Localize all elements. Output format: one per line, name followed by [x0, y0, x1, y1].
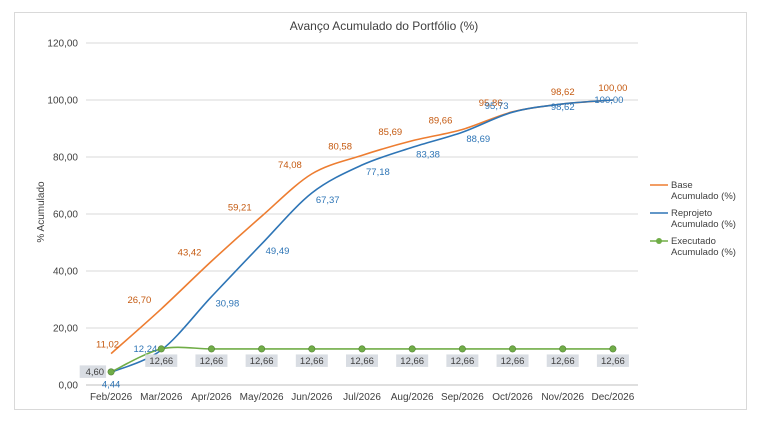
executado-marker: [609, 345, 617, 353]
reprojeto-series-line: [110, 99, 613, 374]
executado-marker: [408, 345, 416, 353]
executado-data-label: 4,60: [86, 367, 105, 378]
base-data-label: 74,08: [278, 160, 302, 171]
executado-data-label: 12,66: [450, 356, 474, 367]
x-tick-label: Sep/2026: [441, 392, 484, 403]
executado-label-background: [446, 354, 479, 367]
executado-marker: [458, 345, 466, 353]
x-tick-label: Nov/2026: [541, 392, 584, 403]
executado-marker: [358, 345, 366, 353]
base-data-label: 95,86: [479, 98, 503, 109]
x-tick-label: Dec/2026: [592, 392, 635, 403]
executado-marker: [308, 345, 316, 353]
executado-data-label: 12,66: [350, 356, 374, 367]
y-tick-label: 20,00: [53, 324, 78, 335]
base-data-label: 85,69: [378, 127, 402, 138]
executado-marker: [258, 345, 266, 353]
reprojeto-data-label: 67,37: [316, 195, 340, 206]
y-tick-label: 80,00: [53, 153, 78, 164]
executado-label-background: [596, 354, 629, 367]
executado-label-background: [145, 354, 178, 367]
base-data-label: 26,70: [127, 295, 151, 306]
executado-label-background: [295, 354, 328, 367]
x-tick-label: Mar/2026: [140, 392, 183, 403]
x-tick-label: Aug/2026: [391, 392, 434, 403]
base-data-label: 43,42: [178, 247, 202, 258]
executado-marker: [509, 345, 517, 353]
x-tick-label: Jun/2026: [291, 392, 333, 403]
executado-legend-label: Executado Acumulado (%): [671, 236, 736, 258]
x-tick-label: Feb/2026: [90, 392, 133, 403]
executado-marker: [559, 345, 567, 353]
executado-data-label: 12,66: [300, 356, 324, 367]
executado-marker: [107, 368, 115, 376]
base-data-label: 89,66: [429, 115, 453, 126]
reprojeto-data-label: 4,44: [102, 379, 121, 390]
executado-label-background: [396, 354, 429, 367]
y-tick-label: 120,00: [47, 39, 78, 50]
base-legend-label: Base Acumulado (%): [671, 180, 736, 202]
reprojeto-data-label: 95,73: [485, 101, 509, 112]
chart-title: Avanço Acumulado do Portfólio (%): [290, 19, 479, 33]
y-axis-label: % Acumulado: [36, 181, 47, 243]
y-tick-label: 100,00: [47, 96, 78, 107]
executado-marker: [207, 345, 215, 353]
x-tick-label: Apr/2026: [191, 392, 232, 403]
chart-frame: [14, 12, 747, 410]
y-tick-label: 0,00: [59, 381, 79, 392]
executado-label-background: [346, 354, 378, 367]
executado-data-label: 12,66: [501, 356, 525, 367]
base-data-label: 80,58: [328, 141, 352, 152]
executado-data-label: 12,66: [400, 356, 424, 367]
reprojeto-data-label: 100,00: [594, 95, 623, 106]
reprojeto-data-label: 49,49: [266, 246, 290, 257]
base-data-label: 98,62: [551, 87, 575, 98]
executado-label-background: [79, 365, 107, 378]
executado-label-background: [496, 354, 529, 367]
executado-data-label: 12,66: [551, 356, 575, 367]
reprojeto-data-label: 12,24: [133, 344, 157, 355]
executado-label-background: [546, 354, 579, 367]
base-data-label: 11,02: [96, 340, 119, 351]
reprojeto-legend-label: Reprojeto Acumulado (%): [671, 208, 736, 230]
executado-data-label: 12,66: [149, 356, 173, 367]
base-data-label: 59,21: [228, 202, 252, 213]
x-tick-label: Jul/2026: [343, 392, 381, 403]
reprojeto-data-label: 77,18: [366, 167, 390, 178]
executado-data-label: 12,66: [601, 356, 625, 367]
reprojeto-data-label: 30,98: [215, 299, 239, 310]
executado-marker: [157, 345, 165, 353]
executado-data-label: 12,66: [200, 356, 224, 367]
executado-legend-marker: [656, 238, 662, 244]
base-series-line: [110, 99, 613, 355]
x-tick-label: Oct/2026: [492, 392, 533, 403]
executado-label-background: [245, 354, 278, 367]
y-tick-label: 40,00: [53, 267, 78, 278]
executado-label-background: [195, 354, 228, 367]
base-data-label: 100,00: [598, 83, 627, 94]
executado-data-label: 12,66: [250, 356, 274, 367]
reprojeto-data-label: 98,62: [551, 102, 575, 113]
x-tick-label: May/2026: [240, 392, 284, 403]
y-tick-label: 60,00: [53, 210, 78, 221]
reprojeto-data-label: 83,38: [416, 149, 440, 160]
reprojeto-data-label: 88,69: [466, 134, 490, 145]
